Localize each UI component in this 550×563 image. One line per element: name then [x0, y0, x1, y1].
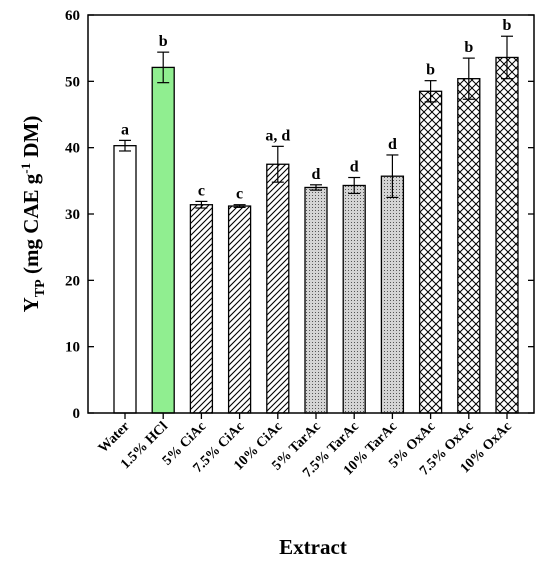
bar — [227, 205, 252, 414]
y-tick-label: 0 — [73, 406, 81, 422]
significance-label: d — [312, 166, 321, 183]
y-tick-label: 10 — [65, 340, 80, 356]
bar — [457, 78, 481, 414]
bar — [189, 204, 214, 414]
significance-label: d — [350, 159, 359, 176]
y-axis-title-main: Y — [19, 297, 43, 312]
x-tick-label: Water — [96, 419, 133, 456]
bar — [342, 184, 366, 414]
bar — [266, 163, 290, 414]
significance-label: a, d — [265, 127, 290, 144]
bar — [380, 175, 405, 414]
y-axis-title-unit: (mg CAE g — [19, 173, 43, 279]
y-tick-label: 50 — [65, 74, 80, 90]
y-tick-label: 60 — [65, 8, 80, 24]
bar — [151, 66, 175, 414]
significance-label: a — [121, 121, 129, 138]
significance-label: c — [236, 186, 243, 203]
y-axis-title: YTP (mg CAE g-1 DM) — [18, 116, 48, 313]
significance-label: b — [426, 62, 435, 79]
y-tick-label: 20 — [65, 273, 80, 289]
y-axis-title-subscript: TP — [33, 279, 48, 297]
bar — [304, 186, 328, 414]
y-axis-title-unit-end: DM) — [19, 116, 43, 163]
y-axis: 0 10 20 30 40 50 60 — [65, 8, 534, 422]
significance-label: b — [464, 39, 473, 56]
y-axis-title-superscript: -1 — [18, 163, 33, 174]
significance-label: c — [198, 182, 205, 199]
bar — [418, 90, 443, 414]
significance-label: b — [159, 33, 168, 50]
significance-label: d — [388, 136, 397, 153]
significance-label: b — [503, 17, 512, 34]
bars-layer: a b c c a, d d d d b b b — [113, 17, 519, 414]
bar — [113, 145, 137, 414]
y-tick-label: 30 — [65, 207, 80, 223]
y-tick-label: 40 — [65, 141, 80, 157]
x-axis-title: Extract — [279, 535, 347, 559]
bar — [495, 56, 519, 414]
